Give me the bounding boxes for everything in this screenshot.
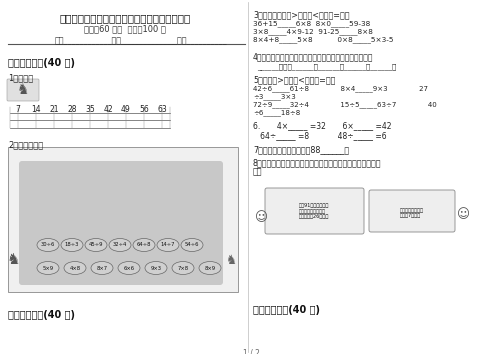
Text: 8×7: 8×7: [96, 266, 107, 270]
FancyBboxPatch shape: [19, 161, 222, 285]
Text: 2．小马过河．: 2．小马过河．: [8, 140, 43, 149]
Ellipse shape: [145, 262, 167, 274]
Text: ☺: ☺: [455, 209, 468, 222]
FancyBboxPatch shape: [7, 79, 39, 101]
Text: 3．在横线填上「>」、「<」或「=」．: 3．在横线填上「>」、「<」或「=」．: [253, 10, 349, 19]
Text: ______八因十______，______，______，______．: ______八因十______，______，______，______．: [257, 63, 396, 70]
Text: 14: 14: [31, 104, 41, 114]
Text: 7: 7: [16, 104, 21, 114]
Text: 42÷6_____61÷8              8×4_____9×3              27: 42÷6_____61÷8 8×4_____9×3 27: [253, 85, 427, 92]
Text: 64÷_____ =8            48÷_____ =6: 64÷_____ =8 48÷_____ =6: [253, 131, 386, 140]
Ellipse shape: [64, 262, 86, 274]
Text: 72÷9_____32÷4              15÷5_____63÷7              40: 72÷9_____32÷4 15÷5_____63÷7 40: [253, 101, 436, 108]
Text: 30÷6: 30÷6: [41, 242, 55, 247]
Text: 28: 28: [67, 104, 77, 114]
Text: 8×4+8_____5×8           0×8_____5×3-5: 8×4+8_____5×8 0×8_____5×3-5: [253, 36, 393, 43]
Text: 4．把口诀填完整，并写出两道乘法算式和两道除法算式．: 4．把口诀填完整，并写出两道乘法算式和两道除法算式．: [253, 52, 373, 61]
Text: 18÷3: 18÷3: [65, 242, 79, 247]
Text: 4×8: 4×8: [69, 266, 80, 270]
Ellipse shape: [133, 239, 155, 251]
FancyBboxPatch shape: [368, 190, 454, 232]
Text: 在某91届伦敦奥运会
上，意大利体育代表
团共获得剠26枚奖牌: 在某91届伦敦奥运会 上，意大利体育代表 团共获得剠26枚奖牌: [298, 203, 329, 219]
Text: 32÷4: 32÷4: [113, 242, 127, 247]
Ellipse shape: [37, 239, 59, 251]
Text: 墨西哥体育代表团
共获得7枚奖牌: 墨西哥体育代表团 共获得7枚奖牌: [399, 207, 423, 218]
Text: 二、综合练习(40 分): 二、综合练习(40 分): [8, 310, 75, 320]
Ellipse shape: [157, 239, 179, 251]
Text: 班级____________姓名______________成绩__________: 班级____________姓名______________成绩________…: [55, 36, 227, 45]
Text: 倍？: 倍？: [253, 167, 262, 176]
Text: ♞: ♞: [6, 252, 20, 268]
Text: 35: 35: [85, 104, 95, 114]
Ellipse shape: [118, 262, 140, 274]
Text: 5．填上「>」、「<」或「=」．: 5．填上「>」、「<」或「=」．: [253, 75, 335, 84]
Text: 21: 21: [49, 104, 59, 114]
Text: ÷6_____18÷8: ÷6_____18÷8: [253, 109, 300, 116]
Ellipse shape: [172, 262, 193, 274]
Text: ☺: ☺: [254, 211, 267, 224]
Text: 64÷8: 64÷8: [136, 242, 151, 247]
Text: ÷3_____3×3: ÷3_____3×3: [253, 93, 295, 100]
Ellipse shape: [198, 262, 220, 274]
Text: 5×9: 5×9: [43, 266, 54, 270]
Bar: [8, 147, 237, 292]
Ellipse shape: [91, 262, 113, 274]
Text: 8．意大利体育代表团获得的奖牌数是墨西哥体育代表团的几: 8．意大利体育代表团获得的奖牌数是墨西哥体育代表团的几: [253, 158, 381, 167]
Text: 8×9: 8×9: [204, 266, 215, 270]
Text: 54÷6: 54÷6: [184, 242, 199, 247]
Text: 1．填表．: 1．填表．: [8, 73, 33, 82]
Text: 3×8_____4×9-12  91-25_____8×8: 3×8_____4×9-12 91-25_____8×8: [253, 28, 372, 35]
Text: 7．（填米或者厘米）桌子88______．: 7．（填米或者厘米）桌子88______．: [253, 145, 348, 154]
Text: 7×8: 7×8: [177, 266, 188, 270]
Text: ♞: ♞: [225, 253, 236, 267]
Text: ♞: ♞: [17, 83, 29, 97]
Text: 49: 49: [121, 104, 131, 114]
FancyBboxPatch shape: [265, 188, 363, 234]
Text: 9×3: 9×3: [150, 266, 161, 270]
Text: 14÷7: 14÷7: [160, 242, 175, 247]
Text: 45÷9: 45÷9: [89, 242, 103, 247]
Ellipse shape: [37, 262, 59, 274]
Ellipse shape: [85, 239, 107, 251]
Text: 36+15_____6×8  8×0_____59-38: 36+15_____6×8 8×0_____59-38: [253, 20, 370, 27]
Text: 6.       4×_____ =32       6×_____ =42: 6. 4×_____ =32 6×_____ =42: [253, 121, 391, 130]
Text: 6×6: 6×6: [123, 266, 134, 270]
Ellipse shape: [61, 239, 83, 251]
Text: 时间：60 分钟  满分：100 分: 时间：60 分钟 满分：100 分: [84, 24, 166, 33]
Text: 苏教版竞赛综合二年级上册小学数学六单元试卷: 苏教版竞赛综合二年级上册小学数学六单元试卷: [59, 13, 190, 23]
Text: 56: 56: [139, 104, 149, 114]
Ellipse shape: [181, 239, 202, 251]
Ellipse shape: [109, 239, 131, 251]
Text: 二、综合练习(40 分): 二、综合练习(40 分): [253, 305, 319, 315]
Text: 1 / 2: 1 / 2: [242, 348, 259, 354]
Text: 42: 42: [103, 104, 113, 114]
Text: 63: 63: [157, 104, 166, 114]
Text: 一、基础练习(40 分): 一、基础练习(40 分): [8, 58, 75, 68]
